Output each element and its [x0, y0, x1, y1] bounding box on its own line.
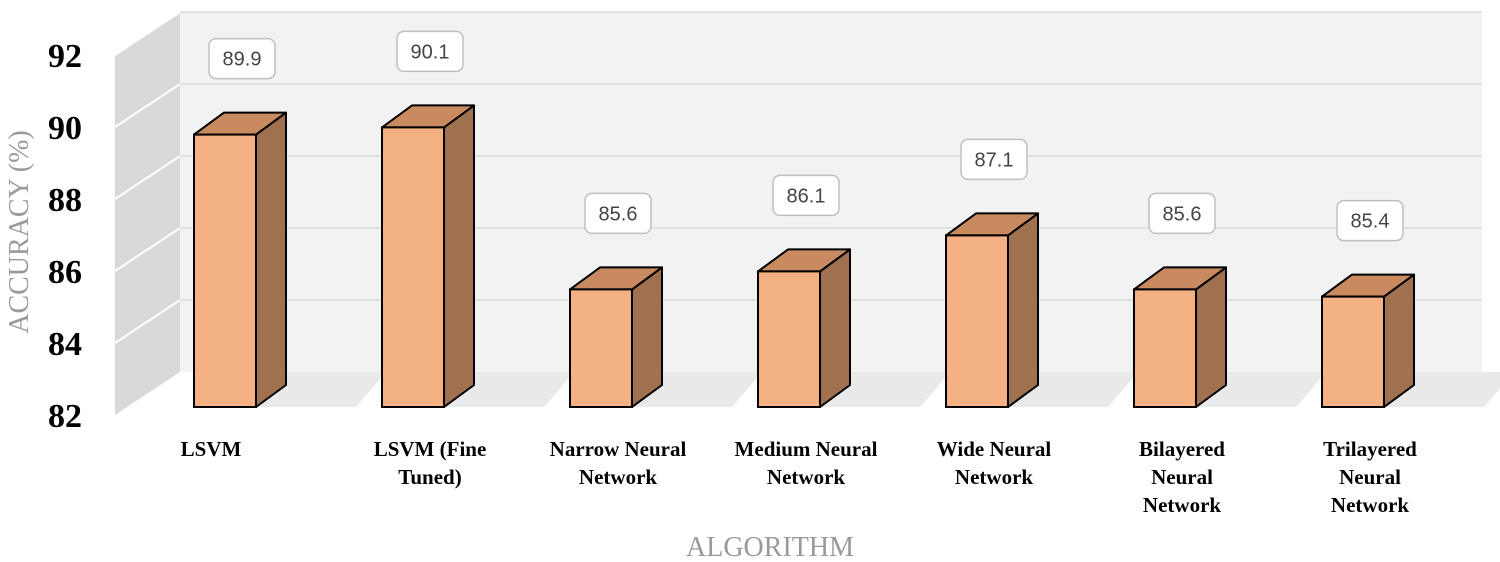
- bar-side: [255, 111, 287, 408]
- data-label-text: 85.6: [599, 203, 638, 225]
- x-tick-label: Medium Neural Network: [735, 437, 878, 489]
- y-tick-label: 88: [48, 182, 82, 219]
- x-tick-line: Tuned): [398, 465, 461, 489]
- gridline-side: [114, 227, 181, 272]
- gridline-side: [114, 83, 181, 128]
- y-tick-label: 84: [48, 326, 82, 363]
- bar-front: [945, 234, 1009, 408]
- x-tick-line: LSVM: [181, 437, 242, 461]
- data-label-box: [396, 30, 464, 73]
- bar-shadow: [820, 372, 950, 407]
- x-tick-line: Network: [955, 465, 1033, 489]
- data-label: 85.4: [1336, 199, 1404, 242]
- bar-side: [1007, 212, 1039, 408]
- data-label: 85.6: [584, 192, 652, 235]
- data-label: 85.6: [1148, 192, 1216, 235]
- bar-4: 86.1: [757, 174, 950, 408]
- bar-side: [631, 266, 663, 408]
- data-label: 89.9: [208, 37, 276, 80]
- bar-2: 90.1: [381, 30, 574, 409]
- data-label-text: 90.1: [411, 41, 450, 63]
- x-tick-label: Trilayered Neural Network: [1323, 437, 1417, 517]
- x-axis-ticks: LSVM LSVM (Fine Tuned) Narrow Neural Network…: [181, 437, 1418, 517]
- x-tick-label: LSVM: [181, 437, 242, 461]
- bar-6: 85.6: [1133, 192, 1326, 408]
- bar-3: 85.6: [569, 192, 762, 408]
- data-label-box: [584, 192, 652, 235]
- y-axis-title: ACCURACY (%): [4, 130, 35, 334]
- x-tick-line: Trilayered: [1323, 437, 1417, 461]
- x-tick-label: Bilayered Neural Network: [1139, 437, 1225, 517]
- bar-shadow: [632, 372, 762, 407]
- gridline-side: [114, 299, 181, 344]
- bar-side: [819, 248, 851, 408]
- bar-front: [569, 288, 633, 408]
- y-axis-ticks: 82 84 86 88 90 92: [48, 38, 82, 435]
- bar-7: 85.4: [1321, 199, 1500, 409]
- bar-front: [757, 270, 821, 408]
- y-tick-label: 86: [48, 254, 82, 291]
- bar-front: [193, 133, 257, 408]
- bar-front: [1133, 288, 1197, 408]
- x-tick-line: Network: [767, 465, 845, 489]
- data-label-box: [960, 138, 1028, 181]
- x-tick-line: Network: [579, 465, 657, 489]
- x-tick-line: Neural: [1339, 465, 1401, 489]
- gridlines: [114, 11, 1482, 344]
- data-label-text: 85.4: [1351, 211, 1390, 233]
- data-label-box: [772, 174, 840, 217]
- y-tick-label: 90: [48, 110, 82, 147]
- data-label-text: 89.9: [223, 49, 262, 71]
- y-tick-label: 92: [48, 38, 82, 75]
- x-tick-label: LSVM (Fine Tuned): [374, 437, 487, 489]
- data-label-text: 87.1: [975, 149, 1014, 171]
- data-label: 90.1: [396, 30, 464, 73]
- bar-front: [381, 126, 445, 409]
- bar-front: [1321, 295, 1385, 409]
- y-tick-label: 82: [48, 398, 82, 435]
- x-tick-line: Network: [1331, 493, 1409, 517]
- x-tick-line: Bilayered: [1139, 437, 1225, 461]
- gridline-side: [114, 11, 181, 56]
- gridline-side: [114, 155, 181, 200]
- x-tick-line: Medium Neural: [735, 437, 878, 461]
- x-tick-label: Narrow Neural Network: [550, 437, 687, 489]
- x-axis-title: ALGORITHM: [686, 532, 854, 562]
- x-tick-label: Wide Neural Network: [937, 437, 1052, 489]
- bar-1: 89.9: [193, 37, 386, 408]
- data-label: 87.1: [960, 138, 1028, 181]
- data-label-box: [1336, 199, 1404, 242]
- bar-shadow: [1008, 372, 1138, 407]
- bar-side: [1195, 266, 1227, 408]
- data-label-text: 85.6: [1163, 203, 1202, 225]
- bar-shadow: [256, 372, 386, 407]
- data-label-text: 86.1: [787, 185, 826, 207]
- bar-side: [443, 104, 475, 408]
- bar-5: 87.1: [945, 138, 1138, 408]
- x-tick-line: Network: [1143, 493, 1221, 517]
- x-tick-line: Neural: [1151, 465, 1213, 489]
- side-wall: [115, 12, 180, 415]
- bar-shadow: [1196, 372, 1326, 407]
- x-tick-line: LSVM (Fine: [374, 437, 487, 461]
- data-label-box: [208, 37, 276, 80]
- bars: 89.9 90.1 85.6 86.1 87.1 85.6 85.4: [193, 30, 1500, 409]
- x-tick-line: Narrow Neural: [550, 437, 687, 461]
- data-label: 86.1: [772, 174, 840, 217]
- data-label-box: [1148, 192, 1216, 235]
- bar-shadow: [444, 372, 574, 407]
- x-tick-line: Wide Neural: [937, 437, 1052, 461]
